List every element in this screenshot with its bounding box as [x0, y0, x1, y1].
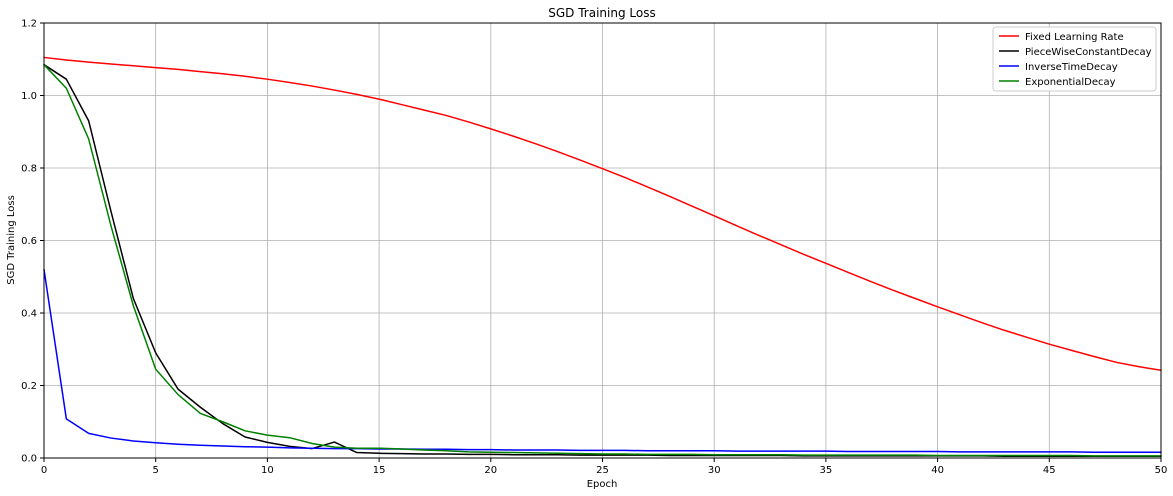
x-tick-label: 30	[708, 465, 721, 476]
axis-ticks: 0 5 10 15 20 25 30 35 40 45 50 0.0 0.2 0.4 0.6 0.8 1.0 1.…	[21, 19, 1167, 477]
x-axis-label: Epoch	[587, 479, 618, 490]
series-line-inversetimedecay	[43, 268, 1162, 453]
legend-box	[992, 26, 1157, 92]
x-tick-label: 35	[820, 465, 833, 476]
y-tick-label: 1.0	[21, 91, 37, 102]
chart-title: SGD Training Loss	[548, 6, 655, 20]
y-axis-label: SGD Training Loss	[6, 195, 17, 285]
series-line-fixed-learning-rate	[43, 56, 1162, 372]
y-tick-label: 0.8	[21, 164, 37, 175]
legend-label-fixed-learning-rate: Fixed Learning Rate	[1025, 32, 1124, 43]
x-tick-label: 15	[373, 465, 386, 476]
legend: Fixed Learning Rate PieceWiseConstantDec…	[992, 26, 1157, 92]
series-lines	[43, 56, 1162, 457]
y-tick-label: 0.4	[21, 309, 37, 320]
series-line-exponentialdecay	[43, 63, 1162, 457]
legend-label-exponential-decay: ExponentialDecay	[1025, 77, 1116, 88]
x-tick-label: 25	[596, 465, 609, 476]
y-tick-label: 0.6	[21, 236, 37, 247]
x-tick-label: 45	[1043, 465, 1056, 476]
x-tick-label: 40	[931, 465, 944, 476]
y-tick-label: 0.0	[21, 454, 37, 465]
legend-label-inverse-time-decay: InverseTimeDecay	[1025, 62, 1118, 73]
x-tick-label: 20	[484, 465, 497, 476]
x-tick-label: 0	[41, 465, 47, 476]
x-tick-label: 10	[261, 465, 274, 476]
x-tick-label: 5	[153, 465, 159, 476]
y-tick-label: 1.2	[21, 19, 37, 30]
y-tick-label: 0.2	[21, 381, 37, 392]
legend-label-piecewise-constant-decay: PieceWiseConstantDecay	[1025, 47, 1152, 58]
x-tick-label: 50	[1155, 465, 1168, 476]
